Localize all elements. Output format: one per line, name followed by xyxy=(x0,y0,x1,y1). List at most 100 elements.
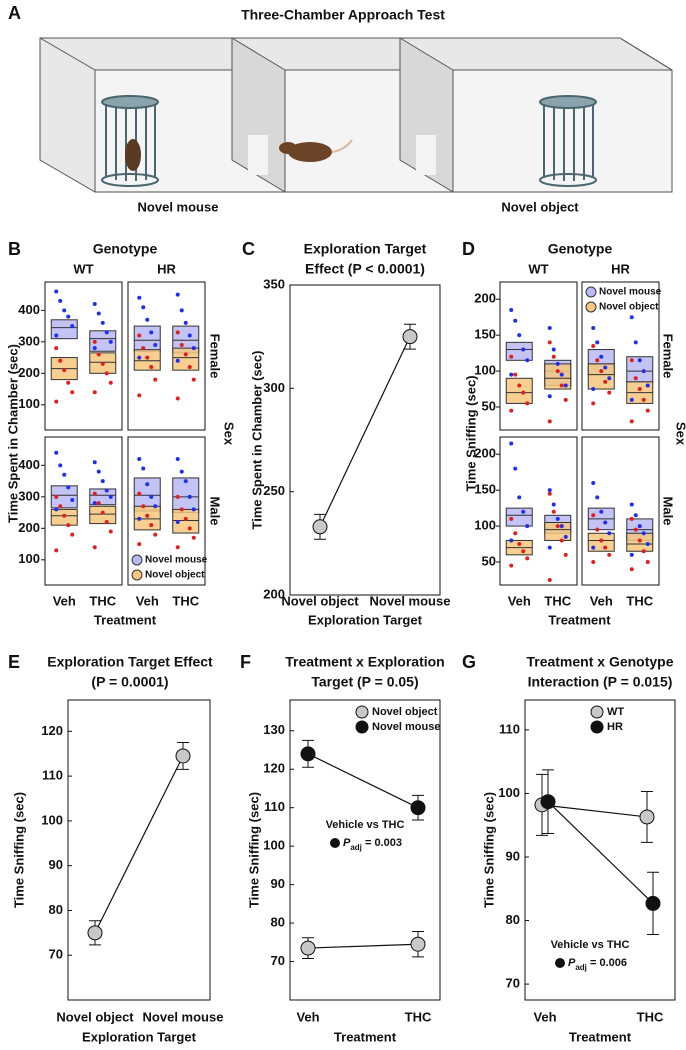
point xyxy=(599,509,604,514)
point xyxy=(629,315,634,320)
x-tick-label: Veh xyxy=(590,593,613,608)
legend-marker xyxy=(355,705,369,719)
box xyxy=(133,325,161,352)
point xyxy=(54,548,59,553)
panel-a: A Three-Chamber Approach Test Novel mous… xyxy=(8,3,673,214)
legend-label: Novel mouse xyxy=(145,555,208,566)
panel-title: Exploration Target xyxy=(304,241,427,257)
point xyxy=(175,545,180,550)
point xyxy=(183,320,188,325)
y-axis-label: Time Sniffing (sec) xyxy=(11,792,26,908)
point xyxy=(629,419,634,424)
x-tick-label: THC xyxy=(626,593,653,608)
legend-label: WT xyxy=(607,706,624,718)
box xyxy=(172,477,200,514)
point xyxy=(607,376,612,381)
point xyxy=(599,538,604,543)
point xyxy=(521,390,526,395)
point xyxy=(551,502,556,507)
point xyxy=(54,346,59,351)
point xyxy=(137,542,142,547)
point xyxy=(525,401,530,406)
point xyxy=(153,504,158,509)
facet-frame xyxy=(581,281,660,431)
point xyxy=(633,376,638,381)
x-tick-label: THC xyxy=(637,1009,664,1024)
chamber-label: Novel mouse xyxy=(138,199,219,214)
row-label: Male xyxy=(208,497,223,526)
point xyxy=(607,552,612,557)
point xyxy=(183,516,188,521)
y-tick-label: 110 xyxy=(264,799,285,814)
y-tick-label: 50 xyxy=(482,553,496,568)
point xyxy=(54,450,59,455)
point xyxy=(100,510,105,515)
point xyxy=(641,369,646,374)
point xyxy=(637,358,642,363)
point xyxy=(547,325,552,330)
x-tick-label: Veh xyxy=(508,593,531,608)
point xyxy=(509,516,514,521)
facet-frame xyxy=(44,281,123,431)
point xyxy=(153,342,158,347)
point xyxy=(525,524,530,529)
row-label: Male xyxy=(661,497,676,526)
facet-frame xyxy=(127,436,206,586)
point xyxy=(547,488,552,493)
point xyxy=(70,390,75,395)
point xyxy=(637,524,642,529)
point xyxy=(179,308,184,313)
point xyxy=(191,377,196,382)
point xyxy=(149,365,154,370)
point xyxy=(141,504,146,509)
point xyxy=(591,545,596,550)
panel-letter: C xyxy=(242,239,255,259)
y-axis-label: Time Sniffing (sec) xyxy=(463,375,478,491)
y-tick-label: 90 xyxy=(49,857,63,872)
point xyxy=(591,343,596,348)
box xyxy=(89,505,117,525)
y-tick-label: 200 xyxy=(474,446,496,461)
divider xyxy=(231,37,286,193)
plot-frame xyxy=(524,699,676,1001)
point xyxy=(513,531,518,536)
x-tick-label: Novel object xyxy=(56,1009,134,1024)
y-axis-label: Time Sniffing (sec) xyxy=(481,792,496,908)
point xyxy=(137,457,142,462)
y-tick-label: 400 xyxy=(18,302,40,317)
point xyxy=(603,545,608,550)
y-tick-label: 100 xyxy=(474,518,496,533)
point xyxy=(179,342,184,347)
point xyxy=(54,507,59,512)
y-tick-label: 110 xyxy=(499,721,520,736)
point xyxy=(402,329,418,345)
point xyxy=(187,365,192,370)
y-tick-label: 120 xyxy=(41,723,63,738)
point xyxy=(149,523,154,528)
point xyxy=(96,469,101,474)
door xyxy=(248,135,268,175)
point xyxy=(92,346,97,351)
point xyxy=(410,936,426,952)
point xyxy=(633,513,638,518)
y-tick-label: 200 xyxy=(263,586,285,601)
legend-marker xyxy=(131,554,143,566)
point xyxy=(183,352,188,357)
point xyxy=(92,302,97,307)
legend-label: HR xyxy=(607,721,623,733)
annotation-sub: adj xyxy=(575,963,587,972)
point xyxy=(559,372,564,377)
point xyxy=(521,347,526,352)
point xyxy=(525,556,530,561)
point xyxy=(96,352,101,357)
point xyxy=(153,377,158,382)
point xyxy=(300,940,316,956)
point xyxy=(559,538,564,543)
point xyxy=(70,532,75,537)
plot-frame xyxy=(289,699,441,1001)
point xyxy=(54,494,59,499)
y-tick-label: 100 xyxy=(474,363,496,378)
y-tick-label: 90 xyxy=(506,848,520,863)
row-label: Female xyxy=(661,334,676,379)
point xyxy=(100,361,105,366)
